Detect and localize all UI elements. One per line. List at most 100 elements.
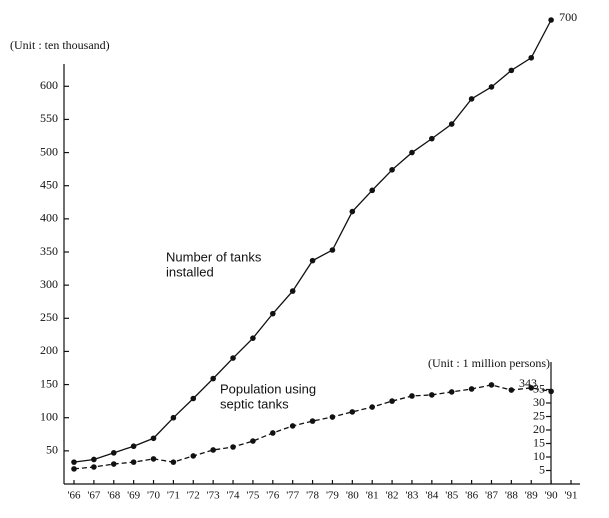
y-tick-label: 100 (40, 409, 58, 423)
x-tick-label: '74 (227, 490, 240, 502)
point (508, 387, 515, 393)
x-tick-label: '82 (386, 490, 399, 502)
series-label: septic tanks (220, 396, 289, 411)
y-tick-label: 300 (40, 277, 58, 291)
y-tick-label: 400 (40, 211, 58, 225)
y-tick-label: 550 (40, 111, 58, 125)
x-tick-label: '68 (107, 490, 120, 502)
point (488, 382, 495, 388)
point (389, 398, 395, 404)
y-tick-label: 500 (40, 144, 58, 158)
point (349, 409, 356, 415)
x-tick-label: '73 (207, 490, 220, 502)
series-line (73, 384, 552, 470)
series-label: Number of tanks (166, 249, 262, 264)
x-tick-label: '87 (485, 490, 498, 502)
x-tick-label: '75 (246, 490, 259, 502)
point (369, 187, 376, 194)
point (548, 17, 554, 23)
point (429, 392, 435, 398)
point (468, 96, 475, 102)
point (468, 386, 475, 392)
x-tick-label: '71 (167, 490, 180, 502)
point (309, 257, 316, 264)
point (409, 393, 415, 399)
y2-axis-label: (Unit : 1 million persons) (428, 356, 550, 370)
value-label: 700 (559, 10, 577, 24)
y-axis-label: (Unit : ten thousand) (10, 38, 110, 52)
y-tick-label: 450 (40, 177, 58, 191)
y2-tick-label: 25 (533, 408, 545, 422)
y2-tick-label: 20 (533, 422, 545, 436)
point (210, 375, 216, 382)
x-tick-label: '88 (505, 490, 518, 502)
point (309, 418, 316, 424)
x-tick-label: '66 (68, 490, 81, 502)
point (110, 461, 117, 467)
point (71, 459, 77, 465)
point (210, 447, 216, 453)
point (71, 466, 77, 472)
x-tick-label: '78 (306, 490, 319, 502)
x-tick-label: '79 (326, 490, 339, 502)
x-tick-label: '69 (127, 490, 140, 502)
y-tick-label: 600 (40, 78, 58, 92)
y-tick-label: 150 (40, 376, 58, 390)
x-tick-label: '86 (465, 490, 478, 502)
point (488, 84, 495, 90)
point (230, 355, 236, 361)
y2-tick-label: 5 (539, 462, 545, 476)
x-tick-label: '85 (445, 490, 458, 502)
y-tick-label: 250 (40, 310, 58, 324)
point (289, 288, 296, 294)
y2-tick-label: 35 (533, 381, 545, 395)
x-tick-label: '89 (525, 490, 538, 502)
x-tick-label: '83 (405, 490, 418, 502)
point (110, 450, 117, 456)
y2-tick-label: 15 (533, 435, 545, 449)
x-tick-label: '76 (266, 490, 279, 502)
point (508, 67, 515, 74)
point (528, 385, 535, 391)
point (190, 395, 197, 402)
x-tick-label: '72 (187, 490, 200, 502)
x-tick-label: '67 (87, 490, 100, 502)
point (349, 208, 356, 215)
point (329, 247, 336, 253)
point (409, 149, 415, 156)
point (91, 456, 97, 463)
point (170, 459, 177, 465)
x-tick-label: '80 (346, 490, 359, 502)
x-tick-label: '84 (425, 490, 438, 502)
y-tick-label: 350 (40, 244, 58, 258)
point (250, 335, 256, 341)
point (190, 453, 197, 459)
point (369, 404, 376, 410)
y-tick-label: 200 (40, 343, 58, 357)
point (289, 423, 296, 429)
y-tick-label: 50 (46, 443, 58, 457)
x-tick-label: '77 (286, 490, 299, 502)
point (130, 443, 137, 450)
series-label: Population using (220, 381, 316, 396)
point (230, 444, 236, 450)
point (389, 167, 395, 173)
point (528, 54, 535, 61)
series-label: installed (166, 264, 214, 279)
x-tick-label: '81 (366, 490, 379, 502)
point (270, 430, 276, 436)
y2-tick-label: 10 (533, 449, 545, 463)
point (150, 435, 157, 442)
point (270, 310, 276, 317)
point (548, 388, 554, 395)
point (448, 389, 455, 395)
point (130, 459, 137, 465)
point (250, 438, 256, 444)
x-tick-label: '90 (545, 490, 558, 502)
point (91, 464, 97, 470)
point (429, 135, 435, 142)
x-tick-label: '91 (565, 490, 578, 502)
point (448, 121, 455, 127)
x-tick-label: '70 (147, 490, 160, 502)
